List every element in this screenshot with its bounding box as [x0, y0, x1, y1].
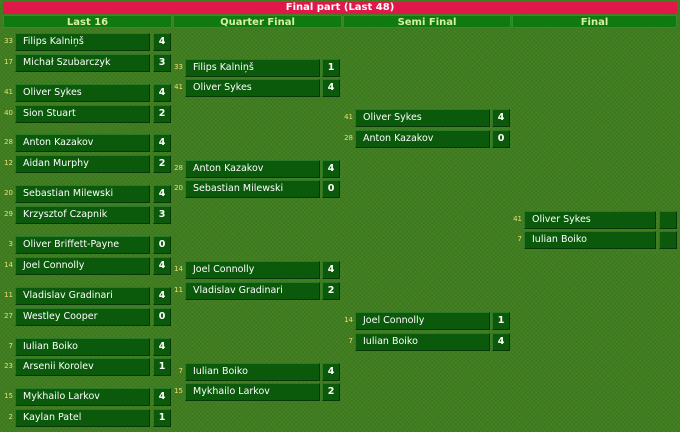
player-name[interactable]: Sion Stuart	[15, 105, 150, 123]
player-name[interactable]: Iulian Boiko	[355, 333, 490, 351]
seed: 20	[4, 189, 13, 197]
player-name[interactable]: Iulian Boiko	[185, 363, 320, 381]
seed: 28	[174, 164, 183, 172]
score: 4	[322, 363, 340, 381]
score: 4	[153, 287, 171, 305]
score: 3	[153, 54, 171, 72]
score: 4	[153, 33, 171, 51]
seed: 11	[174, 286, 183, 294]
score	[659, 231, 677, 249]
score	[659, 211, 677, 229]
score: 2	[322, 383, 340, 401]
score: 4	[322, 160, 340, 178]
seed: 41	[344, 113, 353, 121]
score: 4	[153, 134, 171, 152]
player-name[interactable]: Michał Szubarczyk	[15, 54, 150, 72]
player-name[interactable]: Oliver Sykes	[15, 84, 150, 102]
score: 4	[153, 338, 171, 356]
round-header-semi: Semi Final	[343, 15, 511, 28]
player-name[interactable]: Joel Connolly	[185, 261, 320, 279]
seed: 14	[344, 316, 353, 324]
score: 1	[322, 59, 340, 77]
player-name[interactable]: Vladislav Gradinari	[185, 282, 320, 300]
score: 2	[322, 282, 340, 300]
seed: 20	[174, 184, 183, 192]
score: 4	[492, 333, 510, 351]
score: 0	[492, 130, 510, 148]
score: 4	[153, 84, 171, 102]
player-name[interactable]: Arsenii Korolev	[15, 358, 150, 376]
seed: 14	[4, 261, 13, 269]
score: 4	[153, 257, 171, 275]
seed: 15	[174, 387, 183, 395]
seed: 17	[4, 58, 13, 66]
seed: 41	[174, 83, 183, 91]
seed: 41	[513, 215, 522, 223]
seed: 27	[4, 312, 13, 320]
seed: 3	[8, 240, 13, 248]
seed: 12	[4, 159, 13, 167]
seed: 40	[4, 109, 13, 117]
page-title: Final part (Last 48)	[3, 2, 677, 14]
score: 4	[322, 261, 340, 279]
seed: 7	[348, 337, 353, 345]
seed: 29	[4, 210, 13, 218]
seed: 7	[517, 235, 522, 243]
player-name[interactable]: Anton Kazakov	[355, 130, 490, 148]
player-name[interactable]: Filips Kalniņš	[185, 59, 320, 77]
player-name[interactable]: Vladislav Gradinari	[15, 287, 150, 305]
score: 1	[492, 312, 510, 330]
player-name[interactable]: Filips Kalniņš	[15, 33, 150, 51]
player-name[interactable]: Oliver Briffett-Payne	[15, 236, 150, 254]
score: 2	[153, 155, 171, 173]
player-name[interactable]: Sebastian Milewski	[15, 185, 150, 203]
seed: 14	[174, 265, 183, 273]
seed: 15	[4, 392, 13, 400]
player-name[interactable]: Mykhailo Larkov	[185, 383, 320, 401]
score: 4	[492, 109, 510, 127]
round-header-quarter: Quarter Final	[173, 15, 342, 28]
score: 3	[153, 206, 171, 224]
score: 4	[153, 388, 171, 406]
round-header-final: Final	[512, 15, 677, 28]
player-name[interactable]: Oliver Sykes	[355, 109, 490, 127]
player-name[interactable]: Westley Cooper	[15, 308, 150, 326]
seed: 2	[8, 413, 13, 421]
score: 2	[153, 105, 171, 123]
score: 4	[153, 185, 171, 203]
player-name[interactable]: Anton Kazakov	[15, 134, 150, 152]
player-name[interactable]: Joel Connolly	[15, 257, 150, 275]
seed: 33	[4, 37, 13, 45]
player-name[interactable]: Iulian Boiko	[15, 338, 150, 356]
round-header-last16: Last 16	[3, 15, 172, 28]
seed: 23	[4, 362, 13, 370]
player-name[interactable]: Iulian Boiko	[524, 231, 656, 249]
player-name[interactable]: Oliver Sykes	[185, 79, 320, 97]
seed: 28	[4, 138, 13, 146]
score: 1	[153, 358, 171, 376]
score: 0	[153, 236, 171, 254]
player-name[interactable]: Oliver Sykes	[524, 211, 656, 229]
seed: 7	[8, 342, 13, 350]
score: 1	[153, 409, 171, 427]
score: 0	[322, 180, 340, 198]
seed: 7	[178, 367, 183, 375]
player-name[interactable]: Joel Connolly	[355, 312, 490, 330]
score: 0	[153, 308, 171, 326]
player-name[interactable]: Krzysztof Czapnik	[15, 206, 150, 224]
score: 4	[322, 79, 340, 97]
seed: 33	[174, 63, 183, 71]
seed: 28	[344, 134, 353, 142]
player-name[interactable]: Mykhailo Larkov	[15, 388, 150, 406]
player-name[interactable]: Sebastian Milewski	[185, 180, 320, 198]
seed: 41	[4, 88, 13, 96]
player-name[interactable]: Anton Kazakov	[185, 160, 320, 178]
player-name[interactable]: Aidan Murphy	[15, 155, 150, 173]
player-name[interactable]: Kaylan Patel	[15, 409, 150, 427]
seed: 11	[4, 291, 13, 299]
